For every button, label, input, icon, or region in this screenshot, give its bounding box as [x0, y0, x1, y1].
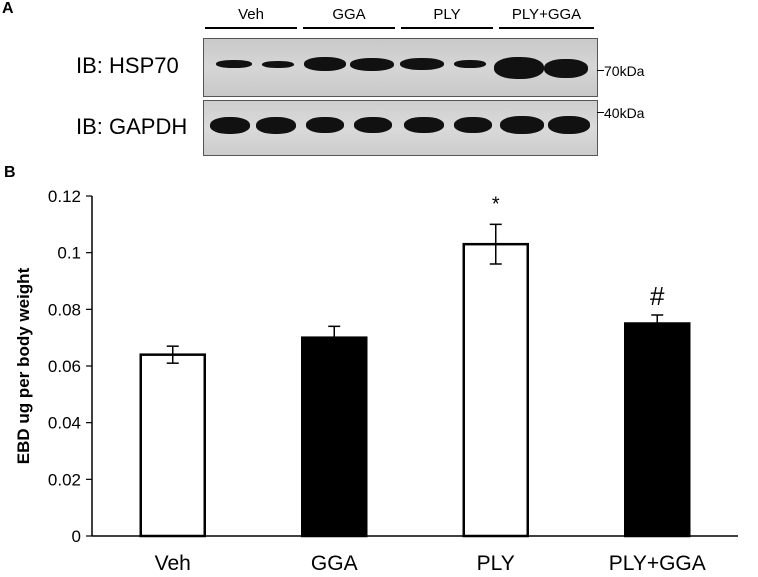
significance-marker-star: * [492, 193, 500, 215]
bar-veh [139, 353, 206, 538]
lane-label-ply-gga: PLY+GGA [511, 6, 582, 23]
bar-chart: 0 0.02 0.04 0.06 0.08 0.1 0.12 EBD ug per body … [14, 187, 738, 575]
y-tick-label: 0.08 [48, 300, 81, 319]
blot-strip-gapdh [203, 100, 598, 156]
band-gapdh-gga-2 [354, 117, 392, 133]
x-tick-label: GGA [311, 552, 358, 575]
y-tick-label: 0.04 [48, 414, 81, 433]
y-tick-label: 0.02 [48, 470, 81, 489]
lane-label-veh: Veh [238, 6, 264, 23]
marker-label-40kda: 40kDa [604, 105, 645, 121]
band-gapdh-ply-1 [404, 117, 444, 133]
y-tick-label: 0 [72, 527, 81, 546]
bar-ply-gga [624, 322, 691, 538]
panel-a-label: A [2, 0, 14, 17]
band-hsp70-plygga-2 [544, 59, 588, 78]
band-gapdh-veh-2 [256, 117, 296, 134]
band-hsp70-ply-2 [454, 60, 486, 68]
x-tick-label: PLY [477, 552, 515, 575]
lane-bracket-ply [401, 27, 493, 29]
lane-bracket-gga [303, 27, 395, 29]
band-gapdh-veh-1 [210, 117, 250, 134]
band-hsp70-plygga-1 [494, 57, 544, 79]
y-tick-label: 0.06 [48, 357, 81, 376]
lane-label-gga: GGA [332, 6, 366, 23]
bar-ply [462, 242, 529, 538]
marker-tick-70kda [597, 70, 604, 71]
band-gapdh-gga-1 [306, 117, 344, 133]
blot-strip-hsp70 [203, 38, 598, 97]
band-gapdh-plygga-2 [548, 116, 590, 134]
y-tick-label: 0.1 [57, 244, 81, 263]
band-hsp70-veh-2 [262, 61, 294, 68]
bar-gga [301, 336, 368, 538]
blot-label-gapdh: IB: GAPDH [76, 114, 188, 139]
band-hsp70-veh-1 [216, 60, 252, 68]
marker-tick-40kda [597, 112, 604, 113]
lane-bracket-veh [205, 27, 297, 29]
band-gapdh-ply-2 [454, 117, 492, 133]
lane-bracket-ply-gga [499, 27, 594, 29]
blot-label-hsp70: IB: HSP70 [76, 53, 179, 78]
chart-bars [139, 223, 691, 538]
band-hsp70-gga-1 [304, 57, 346, 71]
lane-label-ply: PLY [433, 6, 461, 23]
x-tick-label: PLY+GGA [609, 552, 706, 575]
panel-b-label: B [4, 164, 16, 181]
band-hsp70-gga-2 [350, 58, 394, 71]
marker-label-70kda: 70kDa [604, 63, 645, 79]
band-hsp70-ply-1 [400, 58, 444, 70]
y-axis-title: EBD ug per body weight [14, 267, 33, 464]
x-tick-label: Veh [155, 552, 191, 575]
chart-labels: 0 0.02 0.04 0.06 0.08 0.1 0.12 EBD ug per body … [14, 187, 706, 575]
y-tick-label: 0.12 [48, 187, 81, 206]
band-gapdh-plygga-1 [500, 116, 544, 134]
significance-marker-hash: # [650, 281, 665, 311]
